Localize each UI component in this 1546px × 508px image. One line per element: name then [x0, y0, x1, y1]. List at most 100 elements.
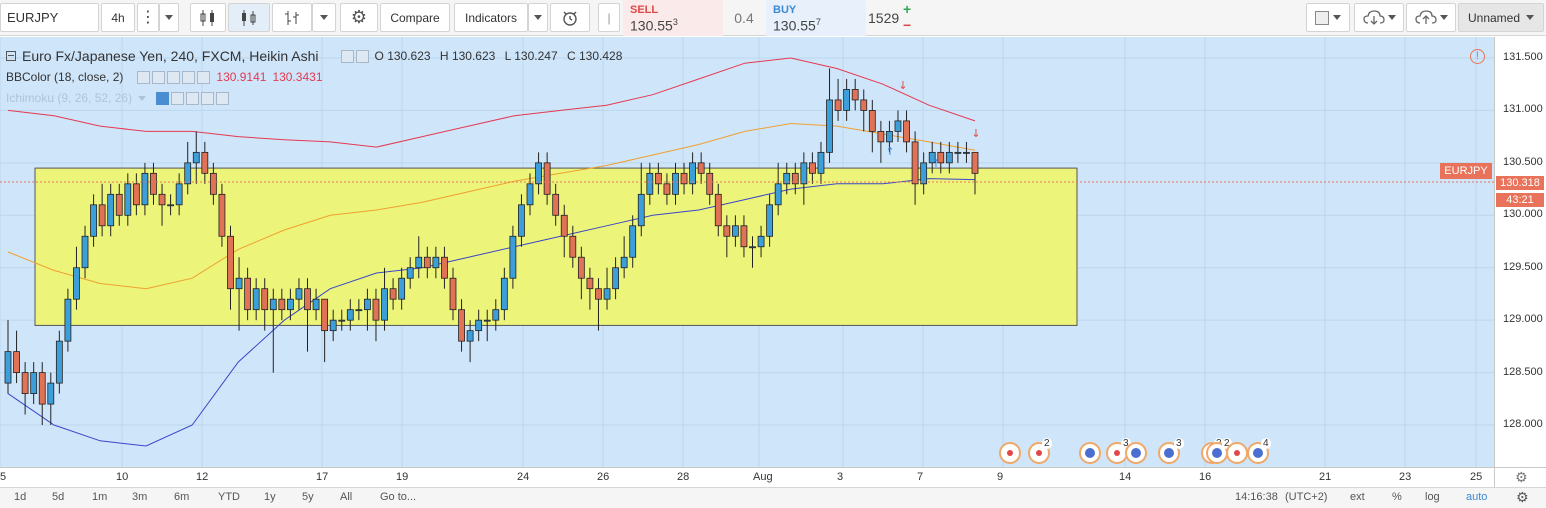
collapse-legend-icon[interactable] [6, 51, 16, 61]
symbol-search[interactable]: EURJPY [0, 3, 99, 32]
candle-body [509, 235, 517, 279]
percent-scale-button[interactable]: % [1392, 491, 1402, 503]
log-scale-button[interactable]: log [1425, 491, 1440, 503]
interval-menu-button[interactable]: ⋮ [137, 3, 159, 32]
candle-body [766, 204, 774, 237]
event-count-badge: 3 [1121, 438, 1131, 449]
economic-event-marker[interactable] [999, 442, 1021, 464]
candle-body [492, 309, 500, 321]
goto-date-button[interactable]: Go to... [380, 491, 417, 503]
candle-body [672, 172, 679, 195]
price-chart[interactable]: ↓ ↓ ↑ ↑ [0, 37, 1494, 467]
series-settings-icon[interactable] [355, 49, 369, 63]
layout-color-button[interactable] [1306, 3, 1350, 32]
ichimoku-more-icon[interactable] [201, 91, 215, 105]
economic-event-marker[interactable] [1247, 442, 1269, 464]
candle-body [115, 193, 123, 216]
indicators-label: Indicators [464, 10, 518, 25]
candle-body [81, 235, 89, 269]
candle-body [620, 256, 628, 269]
range-button-5d[interactable]: 5d [52, 491, 65, 503]
sell-button[interactable]: SELL 130.553 [623, 0, 723, 36]
range-button-1m[interactable]: 1m [92, 491, 108, 503]
chevron-down-icon[interactable] [138, 95, 147, 101]
interval-dropdown-button[interactable] [159, 3, 179, 32]
interval-button[interactable]: 4h [101, 3, 135, 32]
buy-button[interactable]: BUY 130.557 [766, 0, 866, 36]
alarm-clock-icon [563, 11, 577, 26]
time-tick-label: 10 [116, 471, 129, 483]
candle-body [295, 288, 303, 300]
price-tick-label: 130.000 [1503, 208, 1543, 221]
economic-event-marker[interactable] [1125, 442, 1147, 464]
range-button-5y[interactable]: 5y [302, 491, 314, 503]
range-button-3m[interactable]: 3m [132, 491, 148, 503]
extended-hours-button[interactable]: ext [1350, 491, 1365, 503]
range-button-ytd[interactable]: YTD [218, 491, 240, 503]
range-button-1d[interactable]: 1d [14, 491, 27, 503]
bb-source-icon[interactable] [167, 70, 181, 84]
bottom-settings-gear-icon[interactable]: ⚙ [1516, 489, 1529, 505]
heikin-ashi-icon [242, 9, 256, 26]
decrease-quantity-button[interactable]: − [903, 17, 912, 33]
settings-button[interactable]: ⚙ [340, 3, 378, 32]
time-tick-label: 14 [1119, 471, 1132, 483]
time-axis[interactable]: 5 10 12 17 19 24 26 28 Aug 3 7 9 14 16 21 23 25 [0, 467, 1494, 487]
symbol-label: EURJPY [7, 10, 59, 25]
save-layout-button[interactable] [1406, 3, 1456, 32]
bb-close-icon[interactable] [197, 70, 211, 84]
candle-body [937, 151, 945, 164]
chevron-down-icon [165, 15, 173, 20]
bb-settings-icon[interactable] [152, 70, 166, 84]
bb-visibility-icon[interactable] [137, 70, 151, 84]
candle-body [406, 267, 414, 279]
ichimoku-close-icon[interactable] [216, 91, 230, 105]
layout-name-button[interactable]: Unnamed [1458, 3, 1544, 32]
economic-event-marker[interactable] [1079, 442, 1101, 464]
ichimoku-settings-icon[interactable] [171, 91, 185, 105]
range-button-6m[interactable]: 6m [174, 491, 190, 503]
economic-event-marker[interactable] [1226, 442, 1248, 464]
bars-button[interactable] [272, 3, 312, 32]
candle-body [877, 130, 885, 143]
cloud-upload-icon [1414, 9, 1437, 24]
candle-body [654, 172, 662, 185]
signal-arrow: ↑ [885, 145, 894, 158]
auto-scale-button[interactable]: auto [1466, 491, 1488, 503]
settings-gear-icon[interactable]: ⚙ [1515, 469, 1528, 485]
event-count-badge: 2 [1222, 438, 1232, 449]
bb-more-icon[interactable] [182, 70, 196, 84]
load-layout-button[interactable] [1354, 3, 1404, 32]
range-button-all[interactable]: All [340, 491, 353, 503]
price-axis[interactable]: 131.500 131.000 130.500 130.000 129.500 129.0… [1494, 37, 1546, 467]
ichimoku-indicator-name[interactable]: Ichimoku (9, 26, 52, 26) [6, 91, 133, 105]
candle-body [954, 151, 962, 154]
bb-indicator-name[interactable]: BBColor (18, close, 2) [6, 70, 124, 84]
time-tick-label: 19 [396, 471, 409, 483]
indicators-dropdown-button[interactable] [528, 3, 548, 32]
candle-body [338, 319, 346, 322]
chart-type-dropdown-button[interactable] [312, 3, 336, 32]
indicators-button[interactable]: Indicators [454, 3, 528, 32]
bar-style-button[interactable] [190, 3, 226, 32]
range-button-1y[interactable]: 1y [264, 491, 276, 503]
sell-label: SELL [630, 4, 659, 16]
series-visibility-icon[interactable] [340, 49, 354, 63]
candle-body [543, 162, 551, 195]
quantity-field[interactable]: 1529 [868, 10, 900, 26]
increase-quantity-button[interactable]: + [903, 1, 912, 17]
alert-button[interactable] [550, 3, 590, 32]
candle-body [834, 99, 842, 111]
chart-pane[interactable]: ↓ ↓ ↑ ↑ [0, 37, 1494, 467]
ichimoku-source-icon[interactable] [186, 91, 200, 105]
heikin-ashi-button[interactable] [228, 3, 270, 32]
warning-icon[interactable]: ! [1470, 49, 1485, 64]
replay-button[interactable]: | [598, 3, 620, 32]
candle-body [928, 151, 936, 164]
ichimoku-visibility-icon[interactable] [156, 91, 170, 105]
compare-button[interactable]: Compare [380, 3, 450, 32]
candle-body [346, 309, 354, 321]
candle-body [218, 193, 226, 237]
timezone-label[interactable]: (UTC+2) [1285, 491, 1328, 503]
candle-body [227, 235, 234, 290]
